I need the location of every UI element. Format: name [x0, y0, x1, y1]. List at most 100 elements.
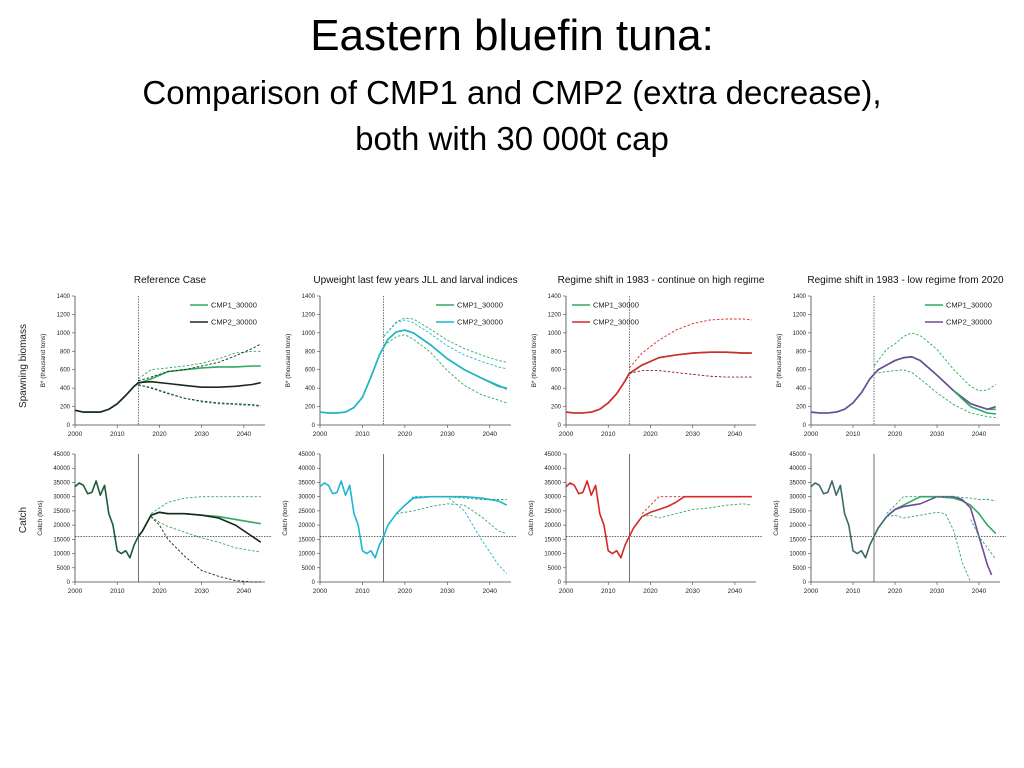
x-tick-label: 2010 — [110, 431, 125, 438]
x-tick-label: 2020 — [643, 431, 658, 438]
y-tick-label: 45000 — [789, 452, 806, 458]
x-tick-label: 2000 — [313, 431, 328, 438]
y-tick-label: 20000 — [789, 523, 806, 529]
series-line — [74, 365, 261, 413]
series-line — [74, 480, 140, 559]
y-tick-label: 5000 — [302, 566, 316, 572]
y-tick-label: 35000 — [53, 480, 70, 486]
series-line — [137, 511, 262, 543]
x-tick-label: 2010 — [601, 431, 616, 438]
legend-label: CMP1_30000 — [946, 301, 992, 310]
y-tick-label: 10000 — [789, 552, 806, 558]
series-line — [886, 495, 997, 535]
series-line — [810, 480, 888, 559]
y-tick-label: 1400 — [57, 294, 71, 300]
y-tick-label: 0 — [803, 423, 807, 429]
y-tick-label: 15000 — [544, 537, 561, 543]
y-tick-label: 1200 — [793, 312, 807, 318]
x-tick-label: 2040 — [483, 588, 498, 595]
x-tick-label: 2040 — [728, 588, 743, 595]
subtitle-line-2: both with 30 000t cap — [355, 120, 669, 157]
y-tick-label: 25000 — [789, 509, 806, 515]
y-tick-label: 400 — [305, 386, 316, 392]
y-tick-label: 20000 — [544, 523, 561, 529]
y-tick-label: 400 — [60, 386, 71, 392]
x-tick-label: 2030 — [685, 431, 700, 438]
slide-title: Eastern bluefin tuna: — [310, 11, 714, 60]
y-tick-label: 600 — [796, 368, 807, 374]
series-line — [319, 329, 508, 414]
y-tick-label: 400 — [551, 386, 562, 392]
x-tick-label: 2010 — [110, 588, 125, 595]
series-line — [886, 495, 993, 576]
chart-panel-1: Reference Case 0 200 400 600 800 1000 1200 1400 2… — [40, 275, 265, 438]
x-tick-label: 2030 — [194, 431, 209, 438]
y-tick-label: 1200 — [57, 312, 71, 318]
y-axis-label: Catch (tons) — [37, 500, 44, 535]
y-tick-label: 30000 — [789, 495, 806, 501]
x-tick-label: 2030 — [930, 431, 945, 438]
y-tick-label: 0 — [312, 580, 316, 586]
series-bound-line — [873, 332, 997, 392]
series-bound-line — [150, 516, 261, 583]
series-bound-line — [150, 516, 261, 553]
y-tick-label: 0 — [312, 423, 316, 429]
series-bound-line — [138, 384, 261, 408]
x-tick-label: 2030 — [440, 431, 455, 438]
y-tick-label: 1000 — [57, 331, 71, 337]
y-tick-label: 40000 — [544, 466, 561, 472]
y-tick-label: 200 — [551, 405, 562, 411]
y-tick-label: 45000 — [544, 452, 561, 458]
y-tick-label: 800 — [60, 349, 71, 355]
y-tick-label: 400 — [796, 386, 807, 392]
y-tick-label: 10000 — [544, 552, 561, 558]
x-tick-label: 2040 — [483, 431, 498, 438]
x-tick-label: 2000 — [68, 431, 83, 438]
chart-panel-7: 0 5000 10000 15000 20000 25000 30000 35000 40000… — [528, 452, 762, 595]
y-tick-label: 800 — [551, 349, 562, 355]
series-bound-line — [138, 384, 261, 407]
series-bound-line — [970, 519, 997, 560]
x-tick-label: 2020 — [398, 431, 413, 438]
x-tick-label: 2020 — [152, 588, 167, 595]
x-tick-label: 2000 — [559, 431, 574, 438]
y-tick-label: 5000 — [57, 566, 71, 572]
y-tick-label: 15000 — [53, 537, 70, 543]
series-bound-line — [629, 370, 752, 378]
x-tick-label: 2020 — [888, 431, 903, 438]
x-tick-label: 2000 — [559, 588, 574, 595]
x-tick-label: 2040 — [728, 431, 743, 438]
row-label-catch: Catch — [18, 507, 29, 533]
chart-panel-4: Regime shift in 1983 - low regime from 2… — [776, 275, 1004, 438]
x-tick-label: 2040 — [972, 588, 987, 595]
y-tick-label: 40000 — [298, 466, 315, 472]
series-line — [565, 351, 752, 414]
x-tick-label: 2010 — [846, 588, 861, 595]
y-axis-label: B* (thousand tons) — [40, 334, 47, 388]
y-tick-label: 30000 — [53, 495, 70, 501]
x-tick-label: 2040 — [237, 588, 252, 595]
series-bound-line — [641, 503, 752, 519]
series-bound-line — [396, 503, 507, 535]
series-bound-line — [138, 343, 262, 382]
y-tick-label: 10000 — [298, 552, 315, 558]
y-tick-label: 15000 — [298, 537, 315, 543]
chart-panel-3: Regime shift in 1983 - continue on high … — [531, 275, 765, 438]
legend-label: CMP1_30000 — [593, 301, 639, 310]
y-tick-label: 40000 — [789, 466, 806, 472]
legend-label: CMP2_30000 — [211, 318, 257, 327]
series-line — [953, 390, 996, 415]
y-axis-label: B* (thousand tons) — [531, 334, 538, 388]
x-tick-label: 2020 — [398, 588, 413, 595]
chart-title: Upweight last few years JLL and larval i… — [313, 275, 517, 286]
legend-label: CMP1_30000 — [457, 301, 503, 310]
x-tick-label: 2010 — [355, 431, 370, 438]
y-tick-label: 30000 — [298, 495, 315, 501]
x-tick-label: 2030 — [440, 588, 455, 595]
y-tick-label: 200 — [796, 405, 807, 411]
chart-panel-2: Upweight last few years JLL and larval i… — [285, 275, 518, 438]
x-tick-label: 2000 — [68, 588, 83, 595]
series-line — [319, 480, 508, 559]
legend-label: CMP2_30000 — [946, 318, 992, 327]
